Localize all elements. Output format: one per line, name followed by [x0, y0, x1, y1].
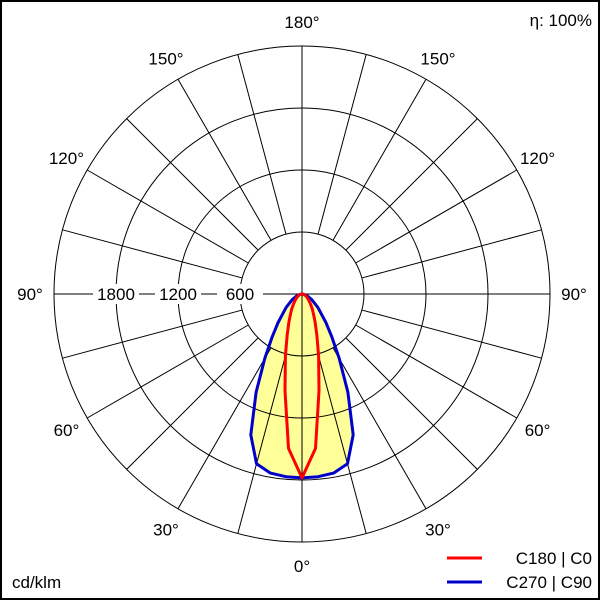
- angle-tick-label: 150°: [420, 49, 455, 68]
- grid-spoke: [345, 118, 478, 251]
- angle-tick-label: 60°: [525, 421, 551, 440]
- grid-spoke: [332, 347, 427, 510]
- grid-spoke: [355, 169, 518, 264]
- angle-tick-label: 150°: [148, 49, 183, 68]
- grid-spoke: [86, 169, 249, 264]
- grid-spoke: [62, 229, 243, 279]
- legend-label-c180-c0: C180 | C0: [516, 549, 592, 568]
- grid-spoke: [62, 309, 243, 359]
- grid-spoke: [332, 78, 427, 241]
- angle-tick-label: 120°: [520, 149, 555, 168]
- radial-label-bg: [155, 284, 201, 304]
- radial-tick-label: 600: [226, 285, 254, 304]
- radial-tick-label: 1200: [159, 285, 197, 304]
- curve-c180-c0: [283, 292, 321, 480]
- grid-spoke: [177, 347, 272, 510]
- grid-spoke: [237, 54, 287, 235]
- grid-spoke: [355, 324, 518, 419]
- radial-tick-label: 1800: [97, 285, 135, 304]
- angle-tick-label: 30°: [425, 521, 451, 540]
- angle-tick-label: 90°: [561, 285, 587, 304]
- efficiency-label: η: 100%: [530, 11, 592, 30]
- angle-label-bg: [8, 284, 52, 304]
- grid-spoke: [177, 78, 272, 241]
- angle-tick-label: 30°: [153, 521, 179, 540]
- angle-label-bg: [552, 284, 596, 304]
- grid-spoke: [86, 324, 249, 419]
- grid-spoke: [361, 309, 542, 359]
- grid-spoke: [317, 353, 367, 534]
- grid-spoke: [126, 337, 259, 470]
- grid-spoke: [126, 118, 259, 251]
- radial-label-bg: [217, 284, 263, 304]
- angle-tick-label: 60°: [54, 421, 80, 440]
- angle-tick-label: 90°: [17, 285, 43, 304]
- legend-label-c270-c90: C270 | C90: [506, 573, 592, 592]
- grid-spoke: [345, 337, 478, 470]
- unit-label: cd/klm: [12, 573, 61, 592]
- grid-spoke: [361, 229, 542, 279]
- angle-tick-label: 180°: [284, 13, 319, 32]
- angle-tick-label: 120°: [49, 149, 84, 168]
- grid-spoke: [237, 353, 287, 534]
- angle-tick-label: 0°: [294, 557, 310, 576]
- radial-label-bg: [93, 284, 139, 304]
- grid-spoke: [317, 54, 367, 235]
